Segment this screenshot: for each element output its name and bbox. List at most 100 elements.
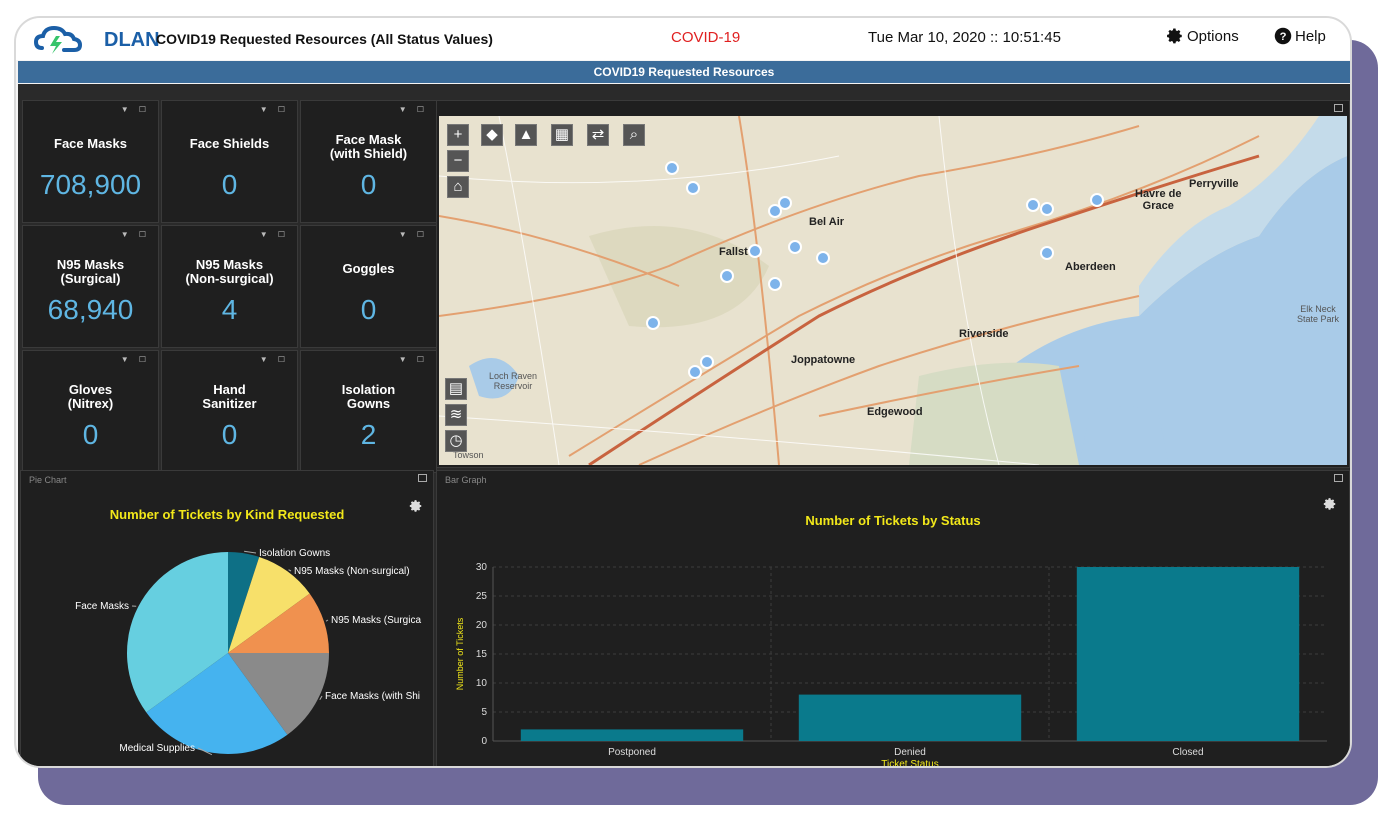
pie-chart-panel: Pie Chart Number of Tickets by Kind Requ… [20, 470, 434, 766]
grid-button[interactable]: ▦ [551, 124, 573, 146]
basemap-button[interactable]: ◆ [481, 124, 503, 146]
map-marker[interactable] [768, 277, 782, 291]
tile-label: Isolation Gowns [341, 382, 396, 411]
map-marker[interactable] [700, 355, 714, 369]
panel-caption: Pie Chart [29, 475, 67, 485]
cloud-icon [33, 25, 83, 54]
tile-label: N95 Masks (Surgical) [56, 257, 125, 286]
search-button[interactable]: ⌕ [623, 124, 645, 146]
pie-slice[interactable] [228, 653, 329, 735]
map-marker[interactable] [788, 240, 802, 254]
swap-button[interactable]: ⇄ [587, 124, 609, 146]
pie-slice[interactable] [146, 653, 288, 754]
tile-value: 4 [221, 294, 238, 325]
tile-controls-icon[interactable]: ▼ ☐ [120, 105, 150, 114]
resource-tile[interactable]: ▼ ☐ Gloves (Nitrex) 0 [22, 350, 159, 473]
tile-controls-icon[interactable]: ▼ ☐ [259, 230, 289, 239]
y-tick-label: 5 [481, 707, 487, 718]
tile-label: Goggles [342, 261, 395, 276]
tile-controls-icon[interactable]: ▼ ☐ [259, 355, 289, 364]
y-tick-label: 30 [476, 562, 488, 573]
map-marker[interactable] [686, 181, 700, 195]
chart-settings-icon[interactable] [409, 499, 423, 513]
map-place-label: Elk Neck State Park [1297, 304, 1340, 324]
map-place-label: Bel Air [809, 216, 845, 228]
brand-logo[interactable]: DLAN [33, 24, 160, 54]
x-tick-label: Denied [894, 747, 926, 758]
time-button[interactable]: ◷ [445, 430, 467, 452]
resource-tile[interactable]: ▼ ☐ Face Mask (with Shield) 0 [300, 100, 437, 223]
resource-tile[interactable]: ▼ ☐ Goggles 0 [300, 225, 437, 348]
tile-value: 0 [221, 169, 238, 200]
tile-value: 2 [360, 419, 377, 450]
legend-button[interactable]: ▤ [445, 378, 467, 400]
map-view[interactable]: Bel Air Fallst Aberdeen Havre de Grace Perry… [439, 116, 1347, 465]
map-marker[interactable] [688, 365, 702, 379]
pie-slice[interactable] [228, 556, 310, 653]
y-axis-label: Number of Tickets [455, 617, 465, 690]
maximize-icon[interactable] [1334, 104, 1343, 112]
pie-slice-label: Face Masks (with Shi [325, 691, 420, 702]
map-place-label: Havre de Grace [1135, 188, 1182, 212]
maximize-icon[interactable] [1334, 474, 1343, 482]
chart-settings-icon[interactable] [1323, 497, 1337, 511]
zoom-out-button[interactable]: − [447, 150, 469, 172]
help-label: Help [1295, 27, 1326, 45]
map-marker[interactable] [748, 244, 762, 258]
map-place-label: Riverside [959, 328, 1009, 340]
map-marker[interactable] [768, 204, 782, 218]
map-place-label: Towson [453, 450, 484, 460]
map-place-label: Edgewood [867, 406, 923, 418]
tile-controls-icon[interactable]: ▼ ☐ [398, 105, 428, 114]
resource-tile[interactable]: ▼ ☐ Face Shields 0 [161, 100, 298, 223]
resource-tile[interactable]: ▼ ☐ Face Masks 708,900 [22, 100, 159, 223]
chart-title: Number of Tickets by Kind Requested [109, 507, 345, 522]
map-marker[interactable] [1026, 198, 1040, 212]
tile-controls-icon[interactable]: ▼ ☐ [120, 230, 150, 239]
bar[interactable] [1076, 567, 1300, 741]
map-marker[interactable] [1090, 193, 1104, 207]
zoom-in-button[interactable]: + [447, 124, 469, 146]
svg-text:?: ? [1280, 31, 1287, 43]
pie-slice[interactable] [228, 593, 329, 653]
map-marker[interactable] [816, 251, 830, 265]
map-place-label: Aberdeen [1065, 261, 1116, 273]
map-marker[interactable] [1040, 246, 1054, 260]
tile-label: Gloves (Nitrex) [67, 382, 114, 411]
map-marker[interactable] [720, 269, 734, 283]
map-marker[interactable] [778, 196, 792, 210]
tile-value: 708,900 [39, 169, 142, 200]
bar[interactable] [520, 729, 744, 741]
app-window: DLAN COVID19 Requested Resources (All St… [14, 16, 1352, 768]
layer-list-button[interactable]: ≋ [445, 404, 467, 426]
help-button[interactable]: ? Help [1274, 27, 1326, 45]
map-marker[interactable] [665, 161, 679, 175]
pie-slice-label: Face Masks [75, 601, 129, 612]
resource-tile[interactable]: ▼ ☐ Isolation Gowns 2 [300, 350, 437, 473]
resource-tile[interactable]: ▼ ☐ N95 Masks (Surgical) 68,940 [22, 225, 159, 348]
tile-label: Face Masks [54, 136, 127, 151]
map-marker[interactable] [1040, 202, 1054, 216]
panel-caption: Bar Graph [445, 475, 487, 485]
layers-button[interactable]: ▲ [515, 124, 537, 146]
map-marker[interactable] [646, 316, 660, 330]
home-button[interactable]: ⌂ [447, 176, 469, 198]
pie-slice[interactable] [228, 552, 260, 653]
resource-tile[interactable]: ▼ ☐ N95 Masks (Non-surgical) 4 [161, 225, 298, 348]
tile-controls-icon[interactable]: ▼ ☐ [120, 355, 150, 364]
pie-slice-label: Medical Supplies [119, 743, 195, 754]
pie-slice-label: N95 Masks (Non-surgical) [294, 566, 410, 577]
options-button[interactable]: Options [1166, 27, 1239, 45]
x-tick-label: Postponed [608, 747, 656, 758]
bar[interactable] [798, 694, 1022, 741]
map-place-label: Joppatowne [791, 354, 856, 366]
tile-controls-icon[interactable]: ▼ ☐ [398, 355, 428, 364]
pie-leader-line [319, 695, 323, 701]
maximize-icon[interactable] [418, 474, 427, 482]
brand-name: DLAN [104, 29, 160, 51]
y-tick-label: 25 [476, 591, 488, 602]
resource-tile[interactable]: ▼ ☐ Hand Sanitizer 0 [161, 350, 298, 473]
tile-controls-icon[interactable]: ▼ ☐ [259, 105, 289, 114]
pie-slice[interactable] [126, 552, 228, 713]
tile-controls-icon[interactable]: ▼ ☐ [398, 230, 428, 239]
